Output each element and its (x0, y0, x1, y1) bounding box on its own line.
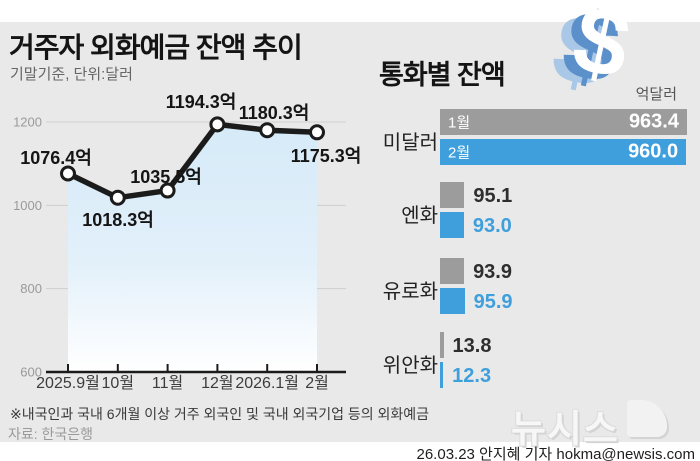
bar-value-label: 93.0 (472, 215, 512, 237)
line-chart-subtitle: 기말기준, 단위:달러 (10, 66, 133, 83)
bar-엔화-1월 (440, 182, 465, 208)
bar-value-label: 13.8 (452, 335, 492, 357)
bar-value-label: 963.4 (628, 110, 679, 133)
point-value-label: 1180.3억 (238, 103, 310, 123)
currency-label-0: 미달러 (382, 132, 438, 154)
bar-value-label: 95.1 (473, 185, 513, 207)
svg-text:2월: 2월 (305, 374, 329, 392)
currency-label-3: 위안화 (382, 355, 438, 377)
point-value-label: 1194.3억 (165, 92, 237, 112)
svg-text:2025.9월: 2025.9월 (36, 374, 100, 392)
svg-text:12월: 12월 (201, 374, 234, 392)
series-name-label: 2월 (448, 144, 471, 162)
point-value-label: 1175.3억 (290, 146, 362, 166)
line-chart-title: 거주자 외화예금 잔액 추이 (9, 32, 303, 63)
series-name-label: 1월 (448, 114, 471, 132)
newsis-logo: 뉴시스 (511, 398, 667, 453)
svg-text:1200: 1200 (13, 115, 42, 130)
source-label: 자료: 한국은행 (8, 426, 94, 442)
currency-label-2: 유로화 (382, 281, 438, 303)
bar-유로화-2월 (440, 288, 465, 314)
bar-엔화-2월 (440, 212, 464, 238)
svg-text:800: 800 (20, 281, 42, 296)
point-value-label: 1076.4억 (20, 148, 92, 168)
svg-text:11월: 11월 (152, 374, 183, 392)
newsis-logo-mark (626, 400, 667, 437)
point-value-label: 1035.5억 (130, 167, 202, 187)
line-chart: 1200 1000 800 600 2025.9월 10월 11월 12월 2026.1월 2월 1… (0, 85, 368, 403)
bar-value-label: 95.9 (473, 291, 513, 313)
svg-text:2026.1월: 2026.1월 (235, 374, 299, 392)
bar-value-label: 960.0 (628, 140, 679, 163)
footnote: ※내국인과 국내 6개월 이상 거주 외국인 및 국내 외국기업 등의 외화예금 (10, 406, 430, 422)
point-value-label: 1018.3억 (82, 210, 154, 230)
svg-text:1000: 1000 (13, 198, 42, 213)
svg-text:600: 600 (20, 365, 42, 380)
bar-미달러-1월: 1월 963.4 (440, 109, 687, 135)
bar-value-label: 93.9 (473, 261, 512, 283)
bar-유로화-1월 (440, 258, 465, 284)
newsis-logo-text: 뉴시스 (511, 409, 619, 451)
bar-위안화-1월 (440, 332, 444, 358)
bar-chart-unit-label: 억달러 (635, 86, 677, 103)
bar-chart-title: 통화별 잔액 (379, 60, 506, 90)
credit-line: 26.03.23 안지혜 기자 hokma@newsis.com (416, 446, 696, 461)
bar-미달러-2월: 2월 960.0 (440, 139, 687, 165)
svg-text:10월: 10월 (102, 374, 135, 392)
currency-label-1: 엔화 (401, 205, 438, 227)
bar-위안화-2월 (440, 362, 444, 388)
bar-value-label: 12.3 (452, 365, 492, 387)
